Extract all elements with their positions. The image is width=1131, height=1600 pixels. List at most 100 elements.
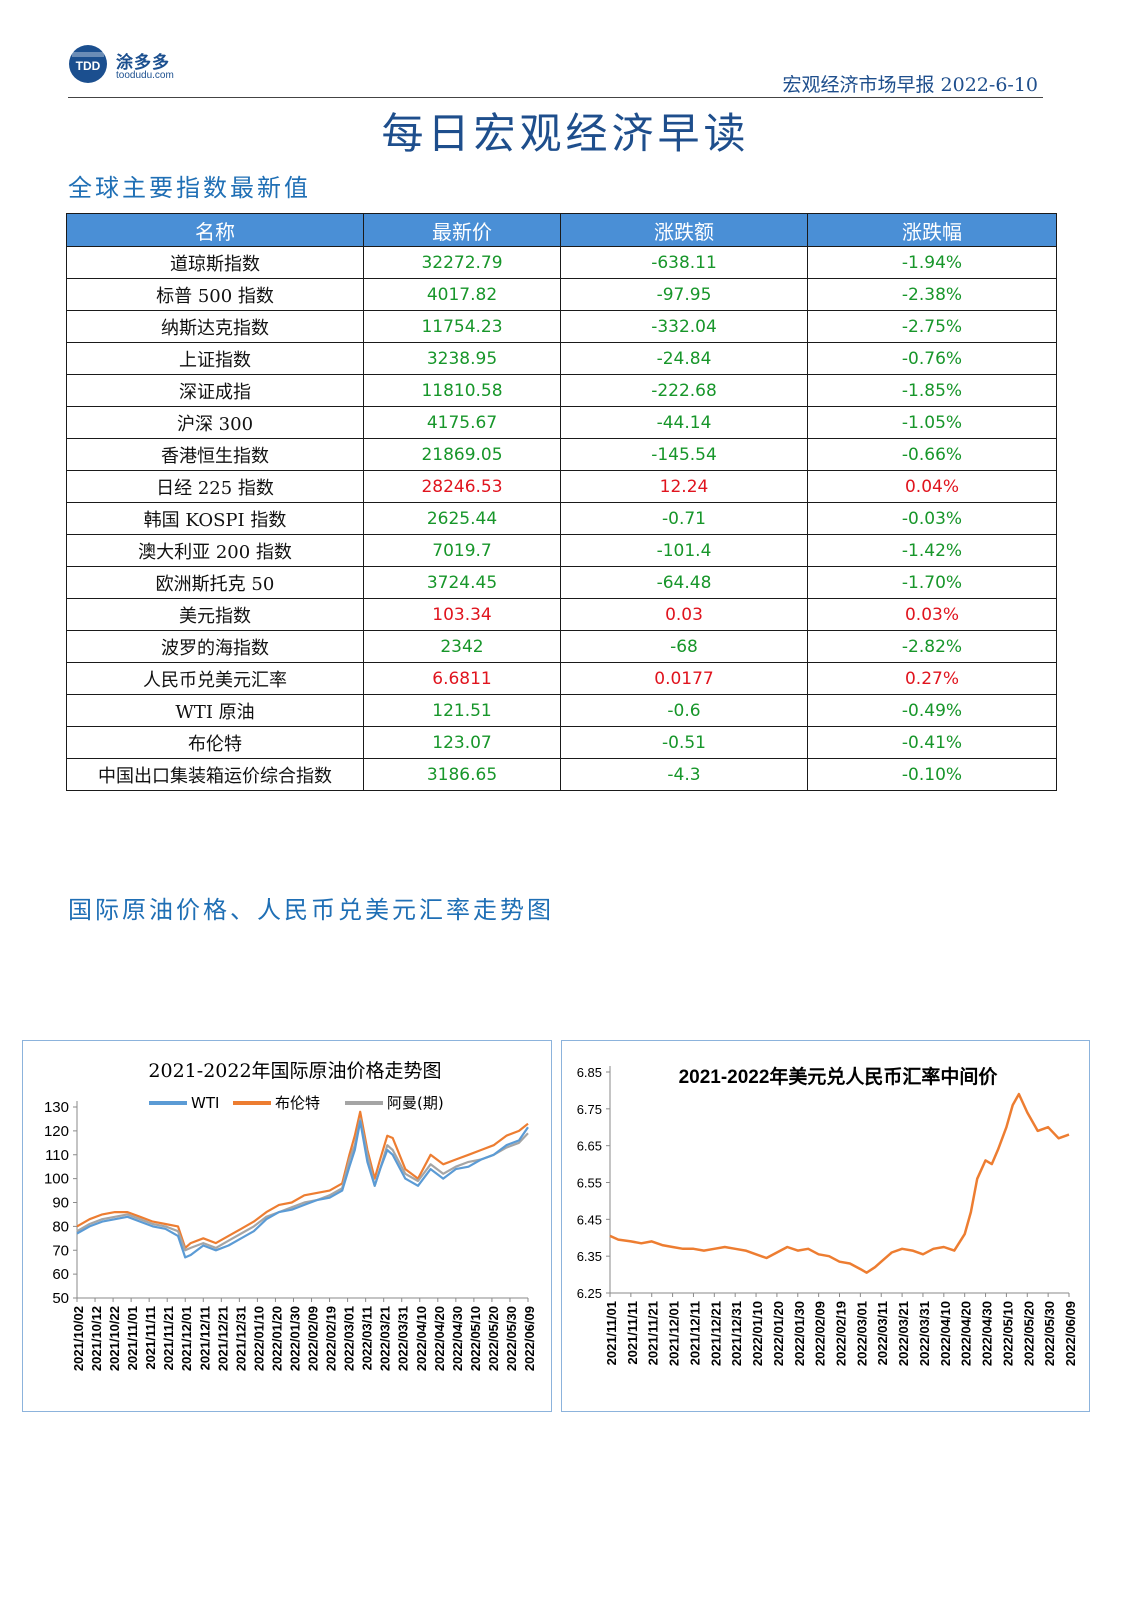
cell-name: 纳斯达克指数	[66, 310, 364, 343]
cell-pct: -1.42%	[807, 534, 1057, 567]
x-tick-label: 2022/01/10	[251, 1306, 266, 1371]
cell-name: 道琼斯指数	[66, 246, 364, 279]
table-row: 沪深 300 4175.67 -44.14 -1.05%	[66, 406, 1057, 439]
cell-change: 0.03	[560, 598, 808, 631]
table-row: 人民币兑美元汇率 6.6811 0.0177 0.27%	[66, 662, 1057, 695]
x-tick-label: 2022/02/09	[306, 1306, 321, 1371]
x-tick-label: 2022/05/30	[504, 1306, 519, 1371]
cell-name: 韩国 KOSPI 指数	[66, 502, 364, 535]
cell-pct: -1.94%	[807, 246, 1057, 279]
cell-price: 3238.95	[363, 342, 561, 375]
table-row: 欧洲斯托克 50 3724.45 -64.48 -1.70%	[66, 566, 1057, 599]
cell-pct: -1.70%	[807, 566, 1057, 599]
cell-change: -0.51	[560, 726, 808, 759]
x-tick-label: 2022/01/20	[269, 1306, 284, 1371]
cell-pct: -0.66%	[807, 438, 1057, 471]
cell-pct: -2.38%	[807, 278, 1057, 311]
x-tick-label: 2022/03/11	[360, 1306, 375, 1370]
cell-price: 2342	[363, 630, 561, 663]
section-title-charts: 国际原油价格、人民币兑美元汇率走势图	[68, 896, 554, 924]
cell-price: 4175.67	[363, 406, 561, 439]
table-row: 道琼斯指数 32272.79 -638.11 -1.94%	[66, 246, 1057, 279]
fx-rate-chart-svg: 2021-2022年美元兑人民币汇率中间价 6.25 6.35 6.45 6.55 6.6…	[577, 1065, 1078, 1366]
y-tick-label: 6.35	[577, 1249, 602, 1264]
legend-label: WTI	[191, 1094, 219, 1112]
cell-change: 0.0177	[560, 662, 808, 695]
cell-price: 28246.53	[363, 470, 561, 503]
cell-pct: -1.85%	[807, 374, 1057, 407]
header-name: 名称	[66, 213, 364, 247]
x-tick-label: 2022/04/20	[959, 1301, 974, 1366]
x-tick-label: 2021/12/21	[215, 1306, 230, 1371]
x-tick-label: 2022/02/09	[813, 1301, 828, 1366]
cell-pct: -0.49%	[807, 694, 1057, 727]
x-tick-label: 2022/01/20	[771, 1301, 786, 1366]
cell-name: 沪深 300	[66, 406, 364, 439]
cell-name: 深证成指	[66, 374, 364, 407]
header-price: 最新价	[363, 213, 561, 247]
y-tick-label: 6.75	[577, 1102, 602, 1117]
x-tick-label: 2021/11/01	[604, 1301, 619, 1365]
x-tick-label: 2022/03/01	[854, 1301, 869, 1366]
legend-label: 布伦特	[275, 1094, 320, 1112]
cell-change: -332.04	[560, 310, 808, 343]
index-table: 名称 最新价 涨跌额 涨跌幅 道琼斯指数 32272.79 -638.11 -1.94…	[66, 213, 1057, 791]
y-tick-label: 6.65	[577, 1139, 602, 1154]
series-line-3	[76, 1117, 529, 1252]
y-tick-label: 50	[52, 1290, 69, 1307]
x-tick-label: 2022/05/10	[1000, 1301, 1015, 1366]
y-tick-label: 70	[52, 1242, 69, 1259]
x-tick-label: 2022/03/31	[396, 1306, 411, 1371]
x-tick-label: 2021/12/21	[708, 1301, 723, 1366]
table-row: 标普 500 指数 4017.82 -97.95 -2.38%	[66, 278, 1057, 311]
table-header-row: 名称 最新价 涨跌额 涨跌幅	[66, 213, 1057, 247]
chart-title: 2021-2022年国际原油价格走势图	[148, 1060, 441, 1082]
cell-pct: -0.41%	[807, 726, 1057, 759]
x-tick-label: 2021/12/31	[729, 1301, 744, 1366]
x-tick-label: 2021/11/01	[125, 1306, 140, 1370]
cell-change: -101.4	[560, 534, 808, 567]
table-body: 道琼斯指数 32272.79 -638.11 -1.94% 标普 500 指数 4017.…	[66, 246, 1057, 791]
x-tick-label: 2022/06/09	[1063, 1301, 1078, 1366]
cell-name: 上证指数	[66, 342, 364, 375]
oil-price-chart-svg: 2021-2022年国际原油价格走势图 50 60 70 80 90 100 110 120 13…	[44, 1060, 537, 1371]
x-tick-label: 2021/10/12	[89, 1306, 104, 1371]
section-title-indices: 全球主要指数最新值	[68, 174, 311, 202]
cell-pct: 0.27%	[807, 662, 1057, 695]
x-tick-label: 2021/12/01	[667, 1301, 682, 1366]
cell-price: 121.51	[363, 694, 561, 727]
x-tick-label: 2022/02/19	[834, 1301, 849, 1366]
y-tick-label: 6.45	[577, 1212, 602, 1227]
table-row: 深证成指 11810.58 -222.68 -1.85%	[66, 374, 1057, 407]
series-line-2	[76, 1110, 529, 1249]
cell-pct: -0.10%	[807, 758, 1057, 791]
cell-change: 12.24	[560, 470, 808, 503]
cell-change: -0.71	[560, 502, 808, 535]
cell-change: -145.54	[560, 438, 808, 471]
x-tick-label: 2022/05/10	[468, 1306, 483, 1371]
cell-name: 波罗的海指数	[66, 630, 364, 663]
table-row: 上证指数 3238.95 -24.84 -0.76%	[66, 342, 1057, 375]
x-tick-label: 2022/05/20	[1021, 1301, 1036, 1366]
cell-pct: -1.05%	[807, 406, 1057, 439]
cell-name: 中国出口集装箱运价综合指数	[66, 758, 364, 791]
cell-price: 21869.05	[363, 438, 561, 471]
x-tick-label: 2022/04/30	[450, 1306, 465, 1371]
cell-name: 香港恒生指数	[66, 438, 364, 471]
y-tick-label: 100	[44, 1171, 69, 1188]
table-row: 澳大利亚 200 指数 7019.7 -101.4 -1.42%	[66, 534, 1057, 567]
cell-change: -97.95	[560, 278, 808, 311]
logo-mark-icon: TDD	[69, 45, 107, 83]
cell-name: 人民币兑美元汇率	[66, 662, 364, 695]
series-line-1	[609, 1092, 1070, 1274]
cell-name: WTI 原油	[66, 694, 364, 727]
x-tick-label: 2021/12/11	[197, 1306, 212, 1370]
table-row: 纳斯达克指数 11754.23 -332.04 -2.75%	[66, 310, 1057, 343]
x-tick-label: 2022/03/31	[917, 1301, 932, 1366]
y-tick-label: 130	[44, 1099, 69, 1116]
table-row: WTI 原油 121.51 -0.6 -0.49%	[66, 694, 1057, 727]
cell-pct: -0.03%	[807, 502, 1057, 535]
cell-price: 4017.82	[363, 278, 561, 311]
cell-price: 3186.65	[363, 758, 561, 791]
table-row: 中国出口集装箱运价综合指数 3186.65 -4.3 -0.10%	[66, 758, 1057, 791]
